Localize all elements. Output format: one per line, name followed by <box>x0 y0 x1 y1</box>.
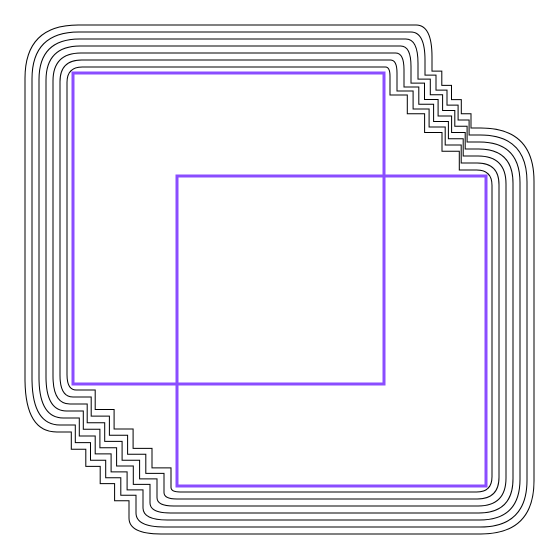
offset-outline-6 <box>31 31 528 528</box>
offset-outline-7 <box>24 24 535 535</box>
offset-outline-4 <box>45 45 514 514</box>
square-a <box>71 71 386 386</box>
square-b <box>175 174 488 488</box>
offset-outline-3 <box>52 52 507 507</box>
purple-squares <box>71 71 488 488</box>
offset-outline-5 <box>38 38 521 521</box>
offset-outline-1 <box>66 66 493 493</box>
offset-outlines <box>24 24 535 535</box>
offset-outline-2 <box>59 59 500 500</box>
